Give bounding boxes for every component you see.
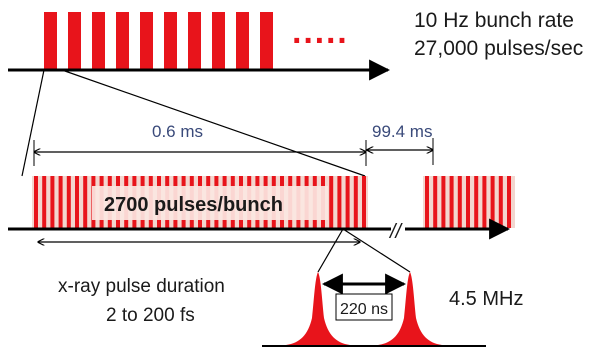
- bunch-pulse-bar: [68, 12, 81, 70]
- pulse-bar: [42, 176, 47, 228]
- pulse-bar: [75, 176, 79, 228]
- pulses-per-bunch-box: [92, 186, 328, 220]
- pulse-spacing-box: [335, 293, 393, 321]
- repetition-frequency-label: 4.5 MHz: [449, 288, 523, 310]
- pulse-duration-label: x-ray pulse duration: [58, 276, 225, 297]
- pulse-bar: [329, 176, 334, 228]
- bunch-pulse-bar: [260, 12, 273, 70]
- pulse-bar: [50, 176, 55, 228]
- pulses-per-second-label: 27,000 pulses/sec: [414, 37, 583, 60]
- x-ray-pulse-2: [378, 272, 442, 345]
- pulse-bar: [490, 176, 495, 228]
- pulse-bar: [433, 176, 438, 228]
- bunch-pulse-bar: [236, 12, 249, 70]
- bunch-pulse-bar: [212, 12, 225, 70]
- bunch-gap-label: 99.4 ms: [372, 122, 432, 141]
- next-bunch-pulses: [425, 176, 511, 228]
- pulse-bar: [482, 176, 487, 228]
- pulse-bar: [466, 176, 470, 228]
- pulse-spacing-label: 220 ns: [340, 301, 388, 318]
- zoom-line-left: [21, 69, 45, 177]
- pulse-bar: [34, 176, 38, 228]
- zoom-line-right: [61, 69, 366, 177]
- bunch-pulse-bar: [140, 12, 153, 70]
- axis-break-gap: [391, 222, 405, 236]
- pulse-bar: [337, 176, 342, 228]
- pulse-bar: [498, 176, 503, 228]
- x-ray-pulse-1: [286, 272, 350, 345]
- pulse-bar: [58, 176, 63, 228]
- pulse-bar: [441, 176, 446, 228]
- pulses-per-bunch-label: 2700 pulses/bunch: [104, 194, 283, 216]
- pulse-bar: [362, 176, 366, 228]
- pulse-bar: [507, 176, 511, 228]
- pulse-zoom-line-right: [342, 228, 411, 273]
- bunch-pulse-bar: [164, 12, 177, 70]
- pulse-zoom-line-left: [317, 228, 344, 273]
- pulse-duration-range: 2 to 200 fs: [106, 305, 195, 326]
- bunch-pulse-bar: [44, 12, 57, 70]
- bunch-train-pulses: [44, 12, 273, 70]
- pulse-bar: [457, 176, 462, 228]
- pulse-bar: [474, 176, 479, 228]
- bunch-pulse-bar: [188, 12, 201, 70]
- pulse-bar: [353, 176, 358, 228]
- bunch-pulse-bar: [92, 12, 105, 70]
- pulse-bar: [449, 176, 454, 228]
- bunch-rate-label: 10 Hz bunch rate: [414, 9, 574, 32]
- ellipsis-dots: ·····: [292, 22, 349, 60]
- bunch-pulse-bar: [116, 12, 129, 70]
- pulse-bar: [345, 176, 350, 228]
- pulse-bar: [425, 176, 429, 228]
- bunch-length-label: 0.6 ms: [152, 122, 203, 141]
- pulse-bar: [66, 176, 71, 228]
- axis-break-mark: //: [388, 221, 404, 243]
- pulse-bar: [83, 176, 88, 228]
